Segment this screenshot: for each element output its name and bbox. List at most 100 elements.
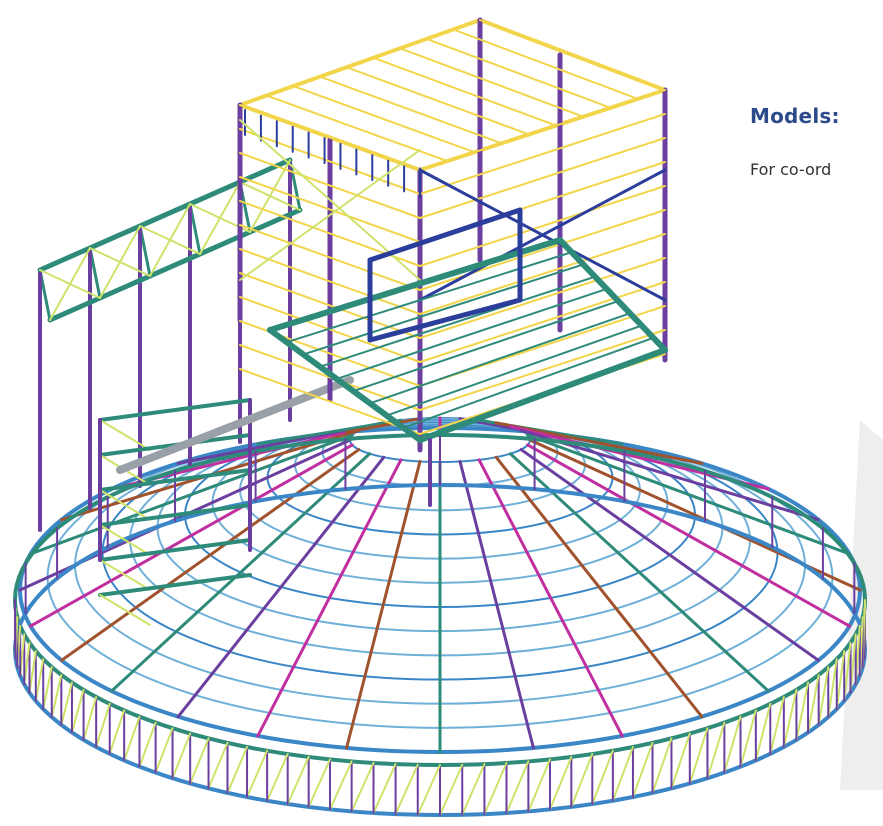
base-brace	[739, 709, 757, 768]
dome-rib	[345, 417, 422, 434]
girt	[419, 329, 666, 411]
base-brace	[505, 760, 530, 814]
girt	[239, 176, 421, 243]
stair-level	[98, 538, 252, 562]
gallery-brace	[149, 203, 191, 277]
girt	[239, 368, 421, 435]
dome-rib	[29, 443, 354, 628]
dome-rib	[526, 443, 851, 628]
base-brace	[189, 737, 210, 785]
base-brace	[843, 641, 852, 702]
base-brace	[28, 649, 37, 694]
gallery-brace	[199, 181, 241, 255]
platform-beam	[369, 312, 631, 405]
gallery-brace	[99, 225, 141, 299]
base-brace	[138, 721, 157, 768]
base-brace	[34, 658, 45, 702]
base-brace	[207, 741, 229, 790]
dome-rib	[110, 452, 372, 693]
roof-purlin	[292, 85, 476, 154]
base-brace	[329, 760, 353, 811]
roof-purlin	[345, 66, 530, 136]
base-brace	[154, 727, 174, 774]
girt	[419, 89, 666, 171]
dome-rib	[526, 433, 851, 556]
dome-ribs	[18, 416, 862, 754]
platform-beam	[419, 349, 666, 441]
base-brace	[50, 673, 63, 719]
base-brace	[307, 758, 332, 808]
base-brace	[591, 749, 614, 806]
girt	[419, 113, 666, 195]
base-brace	[60, 681, 73, 726]
dome-rib	[494, 421, 704, 465]
base-brace	[769, 695, 785, 755]
base-brace	[350, 761, 375, 813]
base-brace	[782, 688, 798, 748]
base-brace	[70, 688, 85, 734]
girt	[239, 248, 421, 315]
stair-brace	[99, 559, 151, 591]
base-brace	[483, 761, 508, 816]
platform-beam	[269, 239, 561, 331]
platform-beam	[402, 336, 655, 429]
base-brace	[123, 715, 141, 762]
girt	[419, 185, 666, 267]
base-brace	[416, 764, 441, 816]
platform-beam	[302, 263, 585, 356]
base-brace	[631, 741, 654, 799]
base-brace	[394, 763, 419, 816]
roof-purlin	[452, 28, 639, 100]
roof-purlin	[239, 104, 421, 171]
base-brace	[827, 658, 838, 719]
girt	[239, 224, 421, 291]
dome-rib	[29, 433, 354, 556]
roof-edge	[238, 18, 482, 107]
brace	[239, 149, 421, 281]
section-body-text: For co-ord	[750, 160, 832, 179]
base-brace	[372, 763, 397, 814]
girt	[419, 281, 666, 363]
platform-edge	[267, 327, 423, 443]
platform-beam	[385, 324, 643, 417]
platform-beam	[352, 300, 620, 393]
gallery-brace	[49, 247, 91, 321]
girt	[239, 152, 421, 219]
base-brace	[286, 755, 310, 806]
girt	[239, 128, 421, 195]
dome-rib	[494, 455, 704, 719]
dome-rib	[458, 459, 535, 750]
base-brace	[835, 649, 846, 711]
girt	[419, 137, 666, 219]
base-brace	[82, 695, 98, 741]
base-brace	[42, 666, 53, 711]
watermark-shape	[840, 420, 883, 790]
stair-brace	[99, 489, 151, 521]
dome-rib	[508, 452, 770, 693]
base-brace	[807, 673, 820, 734]
base-brace	[754, 702, 772, 762]
dome-rib	[345, 459, 422, 750]
platform-beam	[335, 287, 608, 380]
girt	[419, 233, 666, 315]
equipment	[367, 297, 523, 343]
base-brace	[651, 737, 673, 794]
section-heading: Models:	[750, 104, 840, 128]
platform-beam	[285, 251, 573, 344]
base-brace	[266, 753, 289, 802]
dome-rib	[519, 428, 820, 522]
gallery-chord	[37, 157, 293, 273]
dome-rib	[176, 455, 386, 719]
stair-brace	[99, 594, 151, 626]
base-brace	[723, 715, 742, 774]
stair-level	[98, 398, 252, 422]
gallery-chord	[47, 207, 303, 323]
stair-brace	[99, 524, 151, 556]
brace	[418, 168, 667, 302]
base-brace	[108, 709, 126, 755]
base-brace	[246, 749, 269, 799]
platform-beam	[319, 275, 596, 368]
roof-purlin	[479, 19, 666, 91]
base-brace	[461, 763, 486, 816]
